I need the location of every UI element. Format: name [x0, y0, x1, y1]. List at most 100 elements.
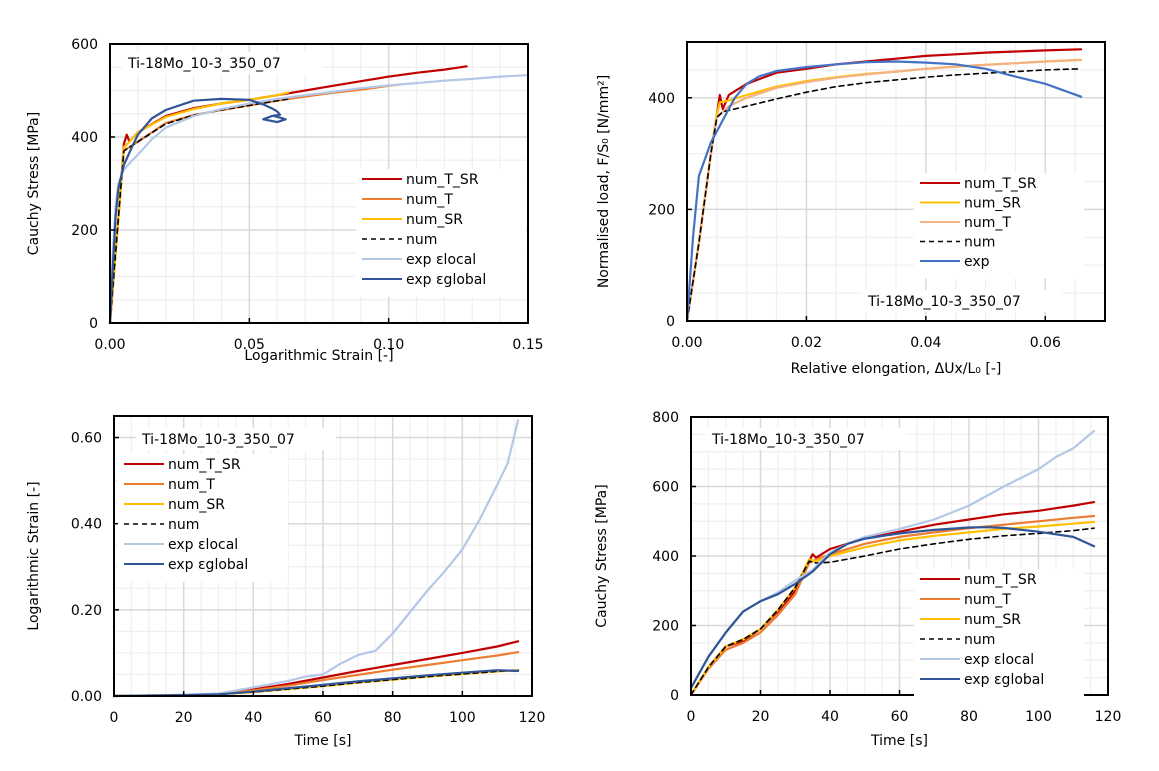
legend-entry: num_T_SR	[964, 572, 1037, 588]
legend-entry: num_T_SR	[168, 457, 241, 473]
x-tick-label: 0.00	[671, 335, 702, 351]
legend-entry: num_T	[964, 592, 1011, 608]
x-tick-label: 120	[519, 710, 546, 726]
x-tick-label: 20	[175, 710, 193, 726]
x-tick-label: 0.05	[234, 337, 265, 353]
panel-load-elongation: 0.00 0.02 0.04 0.06 0 200 400 Relative elongati…	[596, 41, 1106, 377]
y-tick-label: 0.20	[71, 603, 102, 619]
annotation-background	[862, 290, 1062, 312]
legend-entry: num_SR	[964, 612, 1021, 628]
specimen-annotation: Ti-18Mo_10-3_350_07	[127, 56, 281, 72]
x-tick-label: 40	[821, 709, 839, 725]
legend-entry: exp εlocal	[168, 537, 238, 553]
legend-entry: num	[168, 517, 199, 533]
legend-entry: num	[406, 232, 437, 248]
x-tick-label: 0	[110, 710, 119, 726]
x-axis-label: Time [s]	[870, 733, 928, 749]
series-group	[685, 48, 1083, 323]
legend-background	[118, 454, 288, 582]
y-tick-label: 200	[652, 619, 679, 635]
x-tick-label: 100	[449, 710, 476, 726]
x-tick-label: 0.06	[1030, 335, 1061, 351]
legend-background	[356, 169, 526, 297]
series-line-exp-local	[112, 419, 520, 698]
annotation-background	[706, 428, 906, 450]
x-tick-label: 0	[687, 709, 696, 725]
series-line-exp-global	[108, 97, 287, 325]
legend-entry: exp εglobal	[406, 272, 486, 288]
y-tick-label: 400	[648, 91, 675, 107]
series-group	[112, 419, 520, 698]
legend-entry: num_T_SR	[406, 172, 479, 188]
y-tick-label: 800	[652, 410, 679, 426]
panel-stress-time: 0 20 40 60 80 100 120 0 200 400 600 800 Time [s] Cauc…	[594, 410, 1121, 749]
y-tick-label: 200	[648, 202, 675, 218]
legend-entry: num_T	[964, 215, 1011, 231]
specimen-annotation: Ti-18Mo_10-3_350_07	[867, 294, 1021, 310]
x-tick-label: 120	[1095, 709, 1122, 725]
x-tick-label: 0.04	[910, 335, 941, 351]
series-line-num-t	[689, 514, 1096, 697]
y-tick-label: 0.40	[71, 517, 102, 533]
x-tick-label: 100	[1025, 709, 1052, 725]
x-tick-label: 0.10	[373, 337, 404, 353]
y-tick-label: 0	[89, 316, 98, 332]
y-axis-label: Cauchy Stress [MPa]	[594, 484, 610, 627]
x-tick-label: 0.02	[791, 335, 822, 351]
legend-entry: exp	[964, 254, 990, 270]
legend-entry: num_SR	[406, 212, 463, 228]
y-tick-label: 0.00	[71, 689, 102, 705]
x-tick-label: 20	[752, 709, 770, 725]
series-line-exp-global	[112, 669, 520, 698]
series-line-exp-global	[689, 526, 1096, 690]
x-axis-label: Relative elongation, ΔUx/L₀ [-]	[791, 361, 1002, 377]
series-line-num	[690, 527, 1095, 696]
x-tick-label: 60	[314, 710, 332, 726]
annotation-background	[136, 428, 336, 450]
y-axis-label: Logarithmic Strain [-]	[26, 481, 42, 630]
legend-entry: exp εglobal	[964, 672, 1044, 688]
legend-entry: exp εlocal	[406, 252, 476, 268]
y-axis-label: Cauchy Stress [MPa]	[26, 112, 42, 255]
y-tick-label: 0.60	[71, 431, 102, 447]
y-axis-label: Normalised load, F/S₀ [N/mm²]	[596, 75, 612, 288]
x-axis-label: Time [s]	[294, 733, 352, 749]
x-tick-label: 0.00	[94, 337, 125, 353]
y-tick-label: 200	[71, 223, 98, 239]
series-group	[108, 65, 530, 325]
y-tick-label: 600	[71, 37, 98, 53]
x-tick-label: 60	[891, 709, 909, 725]
specimen-annotation: Ti-18Mo_10-3_350_07	[711, 432, 865, 448]
plot-frame	[109, 43, 529, 324]
legend-entry: exp εglobal	[168, 557, 248, 573]
legend-background	[914, 569, 1084, 697]
legend-entry: num_T	[168, 477, 215, 493]
x-tick-label: 80	[960, 709, 978, 725]
y-tick-label: 400	[71, 130, 98, 146]
legend-entry: num_T	[406, 192, 453, 208]
panel-stress-strain: 0.00 0.05 0.10 0.15 0 200 400 600 Logarithmic St…	[26, 37, 544, 364]
legend-entry: exp εlocal	[964, 652, 1034, 668]
series-group	[689, 429, 1096, 697]
series-line-num	[686, 68, 1082, 322]
legend-entry: num	[964, 235, 995, 251]
y-tick-label: 600	[652, 480, 679, 496]
series-line-exp	[685, 60, 1083, 323]
specimen-annotation: Ti-18Mo_10-3_350_07	[141, 432, 295, 448]
legend-entry: num	[964, 632, 995, 648]
legend-entry: num_SR	[964, 196, 1021, 212]
y-tick-label: 400	[652, 549, 679, 565]
y-tick-label: 0	[666, 314, 675, 330]
series-line-num-t-sr	[689, 501, 1096, 697]
y-tick-label: 0	[670, 688, 679, 704]
legend-entry: num_SR	[168, 497, 225, 513]
x-axis-label: Logarithmic Strain [-]	[244, 348, 393, 364]
x-tick-label: 40	[244, 710, 262, 726]
plot-frame	[686, 41, 1106, 322]
x-tick-label: 0.15	[512, 337, 543, 353]
